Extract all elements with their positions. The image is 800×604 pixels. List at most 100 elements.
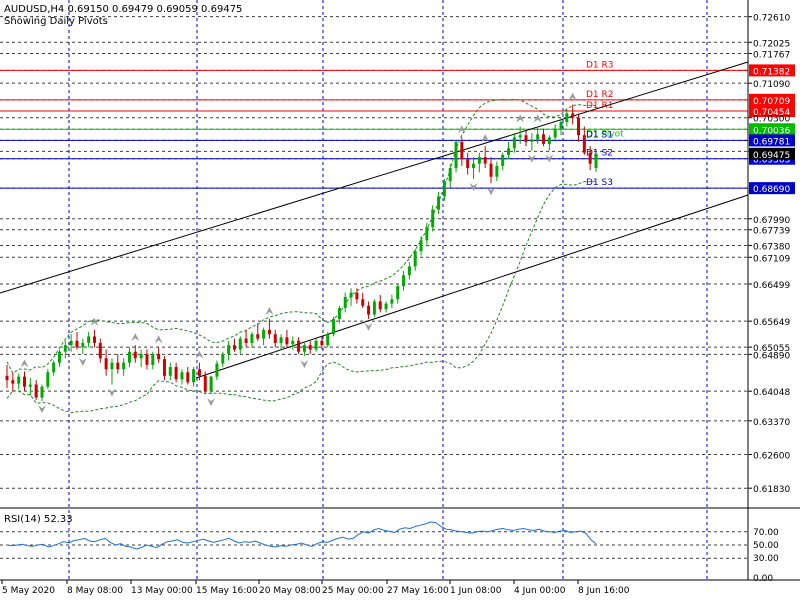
candle-body [244,338,248,343]
fractal-down-marker [300,360,309,369]
pivot-price-highlight [749,182,795,195]
candle-body [273,334,277,343]
candle-body [139,353,143,359]
x-tick-label: 27 May 16:00 [387,586,449,596]
candle-body [489,163,493,177]
candle-body [332,318,336,335]
fractal-up-marker [131,333,140,342]
candle-body [337,307,341,319]
candle-body [501,154,505,166]
fractal-down-marker [527,154,536,163]
daily-pivots-caption: Showing Daily Pivots [4,16,108,27]
current-price-highlight [749,147,795,160]
candle-body [40,386,44,398]
candle-body [559,122,563,129]
rsi-level-label: 70.00 [753,528,779,538]
candle-body [297,340,301,352]
fractal-down-marker [364,322,373,331]
pivot-label: D1 R2 [586,90,614,100]
y-tick-label: 0.65649 [753,318,790,328]
candle-body [180,372,184,380]
candle-body [431,209,435,228]
rsi-panel: 70.00 50.00 30.00 0.00 [0,521,779,584]
candle-body [116,362,120,370]
candle-body [110,362,114,370]
fractal-up-marker [481,134,490,143]
x-tick-label: 8 Jun 16:00 [578,586,630,596]
fractal-up-marker [457,125,466,134]
pivot-price-label: 0.69363 [753,156,790,166]
candle-body [413,251,417,267]
pivot-price-label: 0.70036 [753,126,790,136]
rsi-level-label: 30.00 [753,554,779,564]
candle-body [565,113,569,123]
candle-body [267,329,271,335]
fractal-down-marker [487,187,496,196]
candle-body [215,363,219,377]
candle-body [162,359,166,376]
current-price-label: 0.69475 [753,151,790,161]
candle-body [343,297,347,308]
y-tick-label: 0.71767 [753,51,790,61]
fractal-down-marker [37,405,46,414]
y-tick-label: 0.72610 [753,14,790,24]
candle-body [17,376,21,384]
pivot-price-highlight [749,104,795,117]
candle-body [495,165,499,177]
candle-body [5,375,9,381]
channel-lower-line[interactable] [195,194,749,379]
candle-body [302,345,306,352]
candle-body [122,362,126,370]
candle-body [69,340,73,346]
candle-body [81,342,85,348]
y-tick-label: 0.64890 [753,351,790,361]
pivot-label: D1 R1 [586,101,614,111]
fractal-up-marker [568,92,577,101]
candle-body [442,181,446,197]
pivot-price-label: 0.71382 [753,67,790,77]
pivot-label: D1 R3 [586,60,614,70]
fractal-up-marker [516,114,525,123]
fractal-up-marker [90,317,99,326]
y-tick-label: 0.62600 [753,452,790,462]
y-tick-label: 0.67109 [753,254,790,264]
candle-body [378,301,382,310]
candle-body [157,353,161,360]
candle-body [361,299,365,306]
candle-body [547,137,551,144]
candle-body [34,384,38,398]
pivot-price-highlight [749,134,795,147]
pivot-price-highlight [749,64,795,77]
fractal-markers [20,92,577,414]
candle-body [472,163,476,169]
candle-body [209,376,213,392]
candle-body [279,337,283,343]
y-tick-label: 0.72025 [753,39,790,49]
channel-upper-line[interactable] [0,61,749,294]
pivot-price-label: 0.70454 [753,108,790,118]
candle-body [192,369,196,383]
candle-body [507,148,511,155]
pivot-label: D1 S2 [586,149,613,159]
fractal-down-marker [207,398,216,407]
pivot-label: D1 S3 [586,178,613,188]
candle-body [186,372,190,383]
candle-body [221,353,225,364]
pivot-price-label: 0.70709 [753,97,790,107]
candle-body [437,196,441,210]
candle-body [227,345,231,354]
x-tick-label: 13 May 00:00 [131,586,193,596]
fractal-up-marker [533,114,542,123]
candle-body [92,336,96,343]
pivot-price-label: 0.69781 [753,137,790,147]
candle-body [372,301,376,315]
candle-body [127,351,131,363]
rsi-line [6,521,597,550]
y-tick-label: 0.67380 [753,242,790,252]
y-tick-label: 0.65055 [753,344,790,354]
x-tick-label: 1 Jun 08:00 [450,586,502,596]
candle-body [145,353,149,365]
